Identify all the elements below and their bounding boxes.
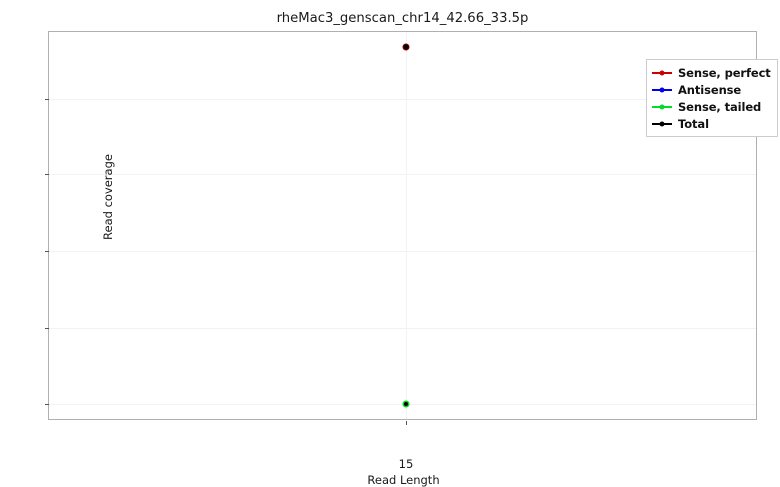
gridline-y-10 bbox=[49, 328, 756, 329]
legend-label-antisense: Antisense bbox=[678, 82, 742, 97]
chart-figure: rheMac3_genscan_chr14_42.66_33.5p 40 30 … bbox=[45, 11, 778, 487]
legend-marker-antisense-icon bbox=[651, 84, 673, 95]
data-point-total-zero bbox=[404, 402, 408, 406]
plot-area: 40 30 20 10 0 15 Read coverage Read Leng… bbox=[45, 31, 778, 487]
legend-marker-total-icon bbox=[651, 118, 673, 129]
chart-title: rheMac3_genscan_chr14_42.66_33.5p bbox=[276, 11, 529, 26]
legend-item-sense-perfect[interactable]: Sense, perfect bbox=[651, 64, 771, 81]
legend-label-sense-tailed: Sense, tailed bbox=[678, 99, 762, 114]
gridline-y-40 bbox=[49, 99, 756, 100]
data-point-total bbox=[403, 44, 409, 50]
ytick-mark-0 bbox=[45, 404, 49, 405]
chart-legend: Sense, perfect Antisense Sense, tailed bbox=[646, 59, 778, 137]
ytick-mark-40 bbox=[45, 99, 49, 100]
legend-marker-sense-perfect-icon bbox=[651, 67, 673, 78]
legend-marker-sense-tailed-icon bbox=[651, 101, 673, 112]
gridline-x-15 bbox=[406, 32, 407, 419]
ytick-mark-10 bbox=[45, 328, 49, 329]
ytick-mark-20 bbox=[45, 251, 49, 252]
legend-item-total[interactable]: Total bbox=[651, 115, 771, 132]
legend-item-antisense[interactable]: Antisense bbox=[651, 81, 771, 98]
xtick-mark-15 bbox=[406, 421, 407, 425]
legend-label-total: Total bbox=[678, 116, 709, 131]
xtick-label-15: 15 bbox=[398, 457, 414, 471]
y-axis-label: Read coverage bbox=[101, 154, 115, 240]
x-axis-label: Read Length bbox=[367, 473, 440, 487]
ytick-mark-30 bbox=[45, 174, 49, 175]
legend-item-sense-tailed[interactable]: Sense, tailed bbox=[651, 98, 771, 115]
legend-label-sense-perfect: Sense, perfect bbox=[678, 65, 771, 80]
gridline-y-30 bbox=[49, 174, 756, 175]
gridline-y-20 bbox=[49, 251, 756, 252]
